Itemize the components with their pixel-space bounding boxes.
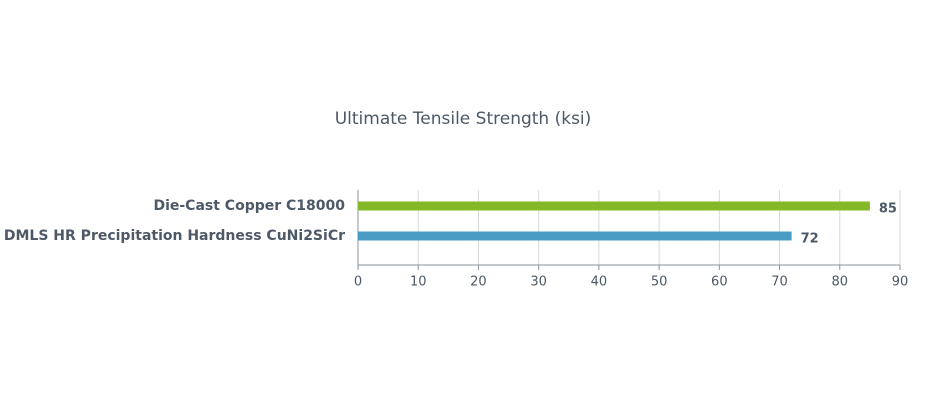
x-tick-label: 90 [892, 275, 909, 290]
x-tick-label: 80 [832, 275, 849, 290]
bar [358, 201, 870, 211]
x-tick-label: 0 [354, 275, 362, 290]
value-label: 72 [801, 232, 819, 247]
x-tick-label: 10 [410, 275, 427, 290]
chart-title: Ultimate Tensile Strength (ksi) [335, 109, 592, 129]
x-tick-label: 60 [711, 275, 728, 290]
category-label: Die-Cast Copper C18000 [153, 198, 345, 214]
x-tick-label: 20 [470, 275, 487, 290]
x-tick-label: 50 [651, 275, 668, 290]
bar [358, 231, 792, 241]
x-tick-label: 30 [530, 275, 547, 290]
x-tick-label: 40 [591, 275, 608, 290]
value-label: 85 [879, 202, 897, 217]
category-label: DMLS HR Precipitation Hardness CuNi2SiCr [4, 228, 345, 244]
x-tick-label: 70 [771, 275, 788, 290]
